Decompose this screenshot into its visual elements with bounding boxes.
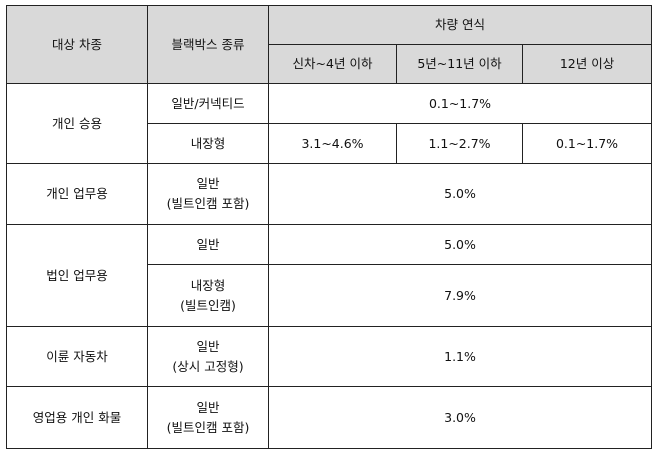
value-cell: 0.1~1.7%	[267, 83, 653, 124]
type-cell: 일반 (빌트인캠 포함)	[147, 163, 269, 225]
type-line: (빌트인캠 포함)	[166, 196, 250, 211]
value-cell: 0.1~1.7%	[521, 123, 653, 164]
type-line: 일반	[196, 399, 220, 415]
type-cell: 일반/커넥티드	[147, 83, 269, 124]
row-label-motorcycle: 이륜 자동차	[6, 326, 148, 387]
blackbox-discount-table: 대상 차종 블랙박스 종류 차량 연식 신차~4년 이하 5년~11년 이하 1…	[6, 5, 653, 449]
type-line: (빌트인캠 포함)	[166, 419, 250, 435]
type-cell: 일반 (상시 고정형)	[147, 326, 269, 387]
header-year-new: 신차~4년 이하	[268, 44, 397, 84]
type-cell: 내장형	[147, 123, 269, 164]
value-cell: 5.0%	[267, 224, 653, 265]
header-blackbox-type: 블랙박스 종류	[147, 5, 269, 84]
row-label-personal: 개인 승용	[6, 83, 148, 164]
header-year-mid: 5년~11년 이하	[396, 44, 523, 84]
row-label-corporate: 법인 업무용	[6, 224, 148, 327]
type-line: 일반	[196, 338, 220, 354]
value-cell: 1.1%	[267, 326, 653, 387]
type-line: (빌트인캠)	[180, 297, 236, 313]
type-line: 내장형	[190, 277, 226, 293]
type-cell: 일반	[147, 224, 269, 265]
value-cell: 3.0%	[267, 386, 653, 449]
header-year-old: 12년 이상	[521, 44, 653, 84]
type-line: 일반	[196, 176, 220, 191]
type-cell: 일반 (빌트인캠 포함)	[147, 386, 269, 449]
header-vehicle-year: 차량 연식	[267, 5, 653, 45]
value-cell: 5.0%	[267, 163, 653, 225]
value-cell: 3.1~4.6%	[268, 123, 397, 164]
type-line: (상시 고정형)	[172, 358, 244, 374]
type-cell: 내장형 (빌트인캠)	[147, 264, 269, 327]
value-cell: 1.1~2.7%	[396, 123, 523, 164]
value-cell: 7.9%	[267, 264, 653, 327]
row-label-truck: 영업용 개인 화물	[6, 386, 148, 449]
row-label-personal-business: 개인 업무용	[6, 163, 148, 225]
header-vehicle-type: 대상 차종	[6, 5, 148, 84]
